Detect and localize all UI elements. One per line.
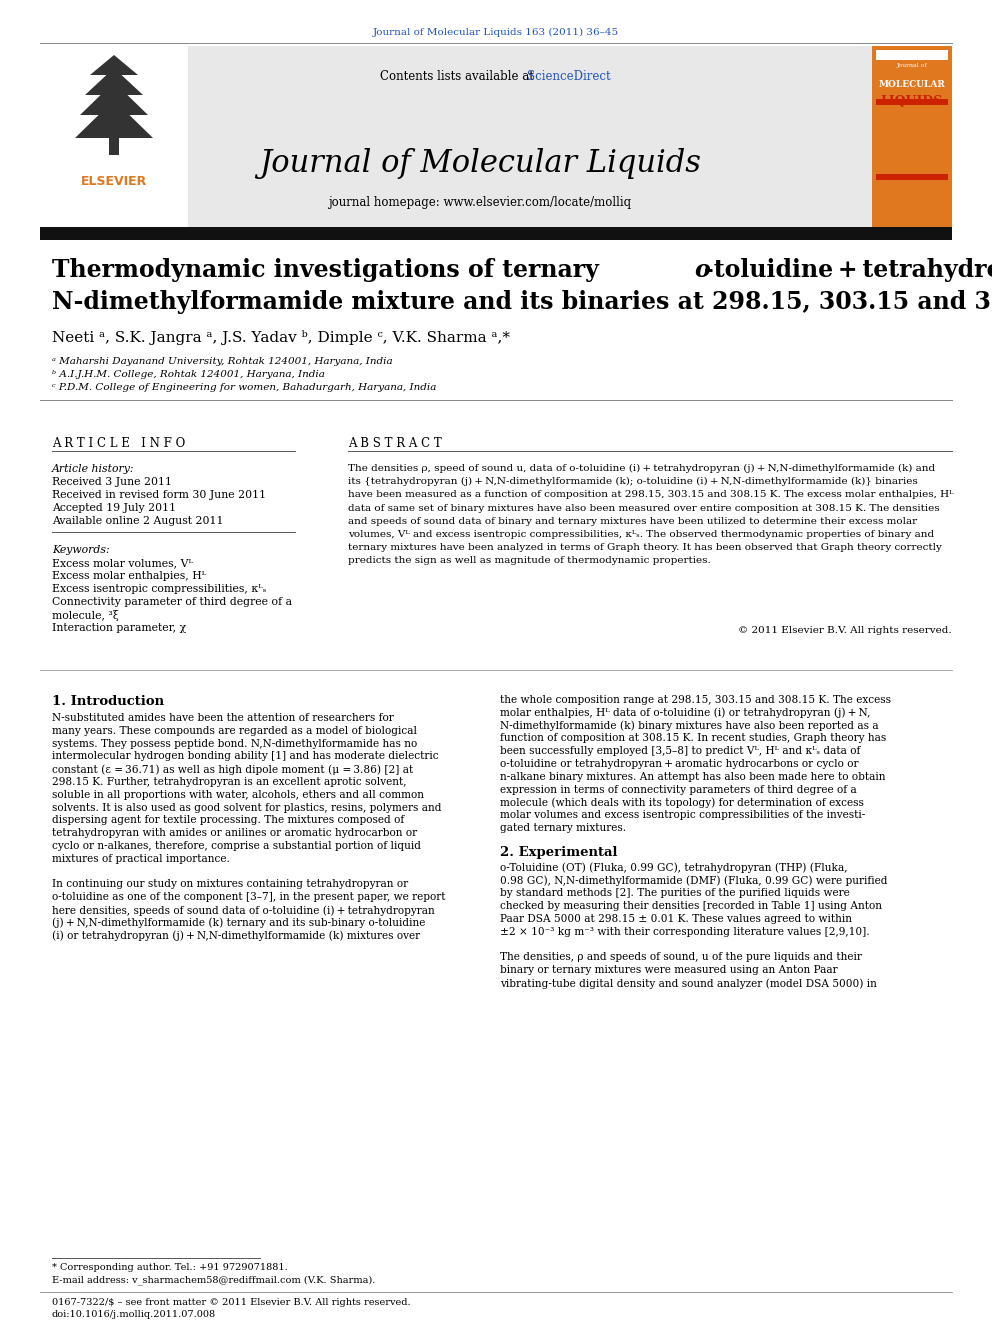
- Text: E-mail address: v_sharmachem58@rediffmail.com (V.K. Sharma).: E-mail address: v_sharmachem58@rediffmai…: [52, 1275, 375, 1285]
- Text: 298.15 K. Further, tetrahydropyran is an excellent aprotic solvent,: 298.15 K. Further, tetrahydropyran is an…: [52, 777, 407, 787]
- Text: 0.98 GC), N,N-dimethylformamide (DMF) (Fluka, 0.99 GC) were purified: 0.98 GC), N,N-dimethylformamide (DMF) (F…: [500, 876, 888, 886]
- Text: N-dimethylformamide mixture and its binaries at 298.15, 303.15 and 308.15 K: N-dimethylformamide mixture and its bina…: [52, 290, 992, 314]
- Text: * Corresponding author. Tel.: +91 9729071881.: * Corresponding author. Tel.: +91 972907…: [52, 1263, 288, 1271]
- Text: molar volumes and excess isentropic compressibilities of the investi-: molar volumes and excess isentropic comp…: [500, 810, 865, 820]
- Text: cyclo or n-alkanes, therefore, comprise a substantial portion of liquid: cyclo or n-alkanes, therefore, comprise …: [52, 841, 421, 851]
- Text: o-Toluidine (OT) (Fluka, 0.99 GC), tetrahydropyran (THP) (Fluka,: o-Toluidine (OT) (Fluka, 0.99 GC), tetra…: [500, 863, 847, 873]
- Text: -toluidine + tetrahydropyran + N,: -toluidine + tetrahydropyran + N,: [704, 258, 992, 282]
- Text: systems. They possess peptide bond. N,N-dimethylformamide has no: systems. They possess peptide bond. N,N-…: [52, 738, 418, 749]
- Text: Journal of: Journal of: [897, 64, 928, 67]
- Text: 1. Introduction: 1. Introduction: [52, 695, 164, 708]
- Text: o-toluidine as one of the component [3–7], in the present paper, we report: o-toluidine as one of the component [3–7…: [52, 892, 445, 902]
- Text: the whole composition range at 298.15, 303.15 and 308.15 K. The excess: the whole composition range at 298.15, 3…: [500, 695, 891, 705]
- Bar: [109, 138, 119, 155]
- Text: ScienceDirect: ScienceDirect: [527, 70, 611, 83]
- Text: The densities, ρ and speeds of sound, u of the pure liquids and their: The densities, ρ and speeds of sound, u …: [500, 953, 862, 962]
- Bar: [872, 46, 952, 228]
- Text: A B S T R A C T: A B S T R A C T: [348, 437, 441, 450]
- Text: gated ternary mixtures.: gated ternary mixtures.: [500, 823, 626, 833]
- Text: soluble in all proportions with water, alcohols, ethers and all common: soluble in all proportions with water, a…: [52, 790, 424, 800]
- Text: intermolecular hydrogen bonding ability [1] and has moderate dielectric: intermolecular hydrogen bonding ability …: [52, 751, 438, 762]
- Text: ᶜ P.D.M. College of Engineering for women, Bahadurgarh, Haryana, India: ᶜ P.D.M. College of Engineering for wome…: [52, 382, 436, 392]
- Text: function of composition at 308.15 K. In recent studies, Graph theory has: function of composition at 308.15 K. In …: [500, 733, 886, 744]
- Text: checked by measuring their densities [recorded in Table 1] using Anton: checked by measuring their densities [re…: [500, 901, 882, 912]
- Text: Paar DSA 5000 at 298.15 ± 0.01 K. These values agreed to within: Paar DSA 5000 at 298.15 ± 0.01 K. These …: [500, 914, 852, 923]
- Text: molecule, ³ξ: molecule, ³ξ: [52, 610, 119, 620]
- Text: In continuing our study on mixtures containing tetrahydropyran or: In continuing our study on mixtures cont…: [52, 880, 408, 889]
- Text: Received in revised form 30 June 2011: Received in revised form 30 June 2011: [52, 490, 266, 500]
- Text: o: o: [694, 258, 709, 282]
- Text: data of same set of binary mixtures have also been measured over entire composit: data of same set of binary mixtures have…: [348, 504, 939, 512]
- Bar: [876, 99, 948, 105]
- Text: Received 3 June 2011: Received 3 June 2011: [52, 478, 172, 487]
- Text: journal homepage: www.elsevier.com/locate/molliq: journal homepage: www.elsevier.com/locat…: [328, 196, 632, 209]
- Bar: [876, 175, 948, 180]
- Text: predicts the sign as well as magnitude of thermodynamic properties.: predicts the sign as well as magnitude o…: [348, 557, 710, 565]
- Text: (i) or tetrahydropyran (j) + N,N-dimethylformamide (k) mixtures over: (i) or tetrahydropyran (j) + N,N-dimethy…: [52, 930, 421, 941]
- Text: ᵃ Maharshi Dayanand University, Rohtak 124001, Haryana, India: ᵃ Maharshi Dayanand University, Rohtak 1…: [52, 357, 393, 366]
- Text: mixtures of practical importance.: mixtures of practical importance.: [52, 853, 230, 864]
- Text: The densities ρ, speed of sound u, data of o-toluidine (i) + tetrahydropyran (j): The densities ρ, speed of sound u, data …: [348, 464, 935, 474]
- Text: have been measured as a function of composition at 298.15, 303.15 and 308.15 K. : have been measured as a function of comp…: [348, 491, 953, 499]
- Text: many years. These compounds are regarded as a model of biological: many years. These compounds are regarded…: [52, 726, 417, 736]
- Text: solvents. It is also used as good solvent for plastics, resins, polymers and: solvents. It is also used as good solven…: [52, 803, 441, 812]
- Text: Accepted 19 July 2011: Accepted 19 July 2011: [52, 503, 177, 513]
- Text: binary or ternary mixtures were measured using an Anton Paar: binary or ternary mixtures were measured…: [500, 966, 837, 975]
- Text: Excess isentropic compressibilities, κᴸₛ: Excess isentropic compressibilities, κᴸₛ: [52, 583, 267, 594]
- Polygon shape: [90, 56, 138, 75]
- Text: its {tetrahydropyran (j) + N,N-dimethylformamide (k); o-toluidine (i) + N,N-dime: its {tetrahydropyran (j) + N,N-dimethylf…: [348, 478, 918, 487]
- Text: Keywords:: Keywords:: [52, 545, 110, 556]
- Text: molar enthalpies, Hᴸ data of o-toluidine (i) or tetrahydropyran (j) + N,: molar enthalpies, Hᴸ data of o-toluidine…: [500, 708, 870, 718]
- Text: dispersing agent for textile processing. The mixtures composed of: dispersing agent for textile processing.…: [52, 815, 405, 826]
- Text: (j) + N,N-dimethylformamide (k) ternary and its sub-binary o-toluidine: (j) + N,N-dimethylformamide (k) ternary …: [52, 918, 426, 929]
- Polygon shape: [75, 101, 153, 138]
- Text: volumes, Vᴸ and excess isentropic compressibilities, κᴸₛ. The observed thermodyn: volumes, Vᴸ and excess isentropic compre…: [348, 531, 934, 538]
- Text: MOLECULAR: MOLECULAR: [879, 79, 945, 89]
- Text: A R T I C L E   I N F O: A R T I C L E I N F O: [52, 437, 186, 450]
- Text: © 2011 Elsevier B.V. All rights reserved.: © 2011 Elsevier B.V. All rights reserved…: [738, 626, 952, 635]
- Text: Excess molar enthalpies, Hᴸ: Excess molar enthalpies, Hᴸ: [52, 572, 206, 581]
- Text: N-substituted amides have been the attention of researchers for: N-substituted amides have been the atten…: [52, 713, 394, 722]
- Text: ternary mixtures have been analyzed in terms of Graph theory. It has been observ: ternary mixtures have been analyzed in t…: [348, 544, 941, 552]
- Text: tetrahydropyran with amides or anilines or aromatic hydrocarbon or: tetrahydropyran with amides or anilines …: [52, 828, 417, 839]
- Text: LIQUIDS: LIQUIDS: [881, 95, 943, 108]
- Text: Journal of Molecular Liquids 163 (2011) 36–45: Journal of Molecular Liquids 163 (2011) …: [373, 28, 619, 37]
- Text: 0167-7322/$ – see front matter © 2011 Elsevier B.V. All rights reserved.: 0167-7322/$ – see front matter © 2011 El…: [52, 1298, 411, 1307]
- Text: molecule (which deals with its topology) for determination of excess: molecule (which deals with its topology)…: [500, 798, 864, 808]
- Text: Connectivity parameter of third degree of a: Connectivity parameter of third degree o…: [52, 597, 292, 607]
- Text: Journal of Molecular Liquids: Journal of Molecular Liquids: [259, 148, 701, 179]
- Text: doi:10.1016/j.molliq.2011.07.008: doi:10.1016/j.molliq.2011.07.008: [52, 1310, 216, 1319]
- Text: Thermodynamic investigations of ternary: Thermodynamic investigations of ternary: [52, 258, 607, 282]
- Text: expression in terms of connectivity parameters of third degree of a: expression in terms of connectivity para…: [500, 785, 857, 795]
- Bar: [40, 46, 188, 228]
- Text: ELSEVIER: ELSEVIER: [81, 175, 147, 188]
- Text: vibrating-tube digital density and sound analyzer (model DSA 5000) in: vibrating-tube digital density and sound…: [500, 978, 877, 988]
- Text: here densities, speeds of sound data of o-toluidine (i) + tetrahydropyran: here densities, speeds of sound data of …: [52, 905, 434, 916]
- Text: Neeti ᵃ, S.K. Jangra ᵃ, J.S. Yadav ᵇ, Dimple ᶜ, V.K. Sharma ᵃ,*: Neeti ᵃ, S.K. Jangra ᵃ, J.S. Yadav ᵇ, Di…: [52, 329, 510, 345]
- Text: Excess molar volumes, Vᴸ: Excess molar volumes, Vᴸ: [52, 558, 193, 568]
- Text: n-alkane binary mixtures. An attempt has also been made here to obtain: n-alkane binary mixtures. An attempt has…: [500, 771, 886, 782]
- Text: Available online 2 August 2011: Available online 2 August 2011: [52, 516, 223, 527]
- Bar: [40, 46, 872, 228]
- Text: Interaction parameter, χ: Interaction parameter, χ: [52, 623, 186, 632]
- Text: 2. Experimental: 2. Experimental: [500, 845, 617, 859]
- Bar: [876, 50, 948, 60]
- Text: o-toluidine or tetrahydropyran + aromatic hydrocarbons or cyclo or: o-toluidine or tetrahydropyran + aromati…: [500, 759, 858, 769]
- Bar: [40, 228, 952, 239]
- Text: ᵇ A.I.J.H.M. College, Rohtak 124001, Haryana, India: ᵇ A.I.J.H.M. College, Rohtak 124001, Har…: [52, 370, 324, 378]
- Text: by standard methods [2]. The purities of the purified liquids were: by standard methods [2]. The purities of…: [500, 889, 850, 898]
- Text: and speeds of sound data of binary and ternary mixtures have been utilized to de: and speeds of sound data of binary and t…: [348, 517, 918, 525]
- Text: constant (ε = 36.71) as well as high dipole moment (μ = 3.86) [2] at: constant (ε = 36.71) as well as high dip…: [52, 765, 414, 775]
- Polygon shape: [80, 82, 148, 115]
- Text: ±2 × 10⁻³ kg m⁻³ with their corresponding literature values [2,9,10].: ±2 × 10⁻³ kg m⁻³ with their correspondin…: [500, 927, 870, 937]
- Polygon shape: [85, 67, 143, 95]
- Text: Article history:: Article history:: [52, 464, 135, 474]
- Text: Contents lists available at: Contents lists available at: [380, 70, 538, 83]
- Text: been successfully employed [3,5–8] to predict Vᴸ, Hᴸ and κᴸₛ data of: been successfully employed [3,5–8] to pr…: [500, 746, 860, 757]
- Text: N-dimethylformamide (k) binary mixtures have also been reported as a: N-dimethylformamide (k) binary mixtures …: [500, 721, 879, 732]
